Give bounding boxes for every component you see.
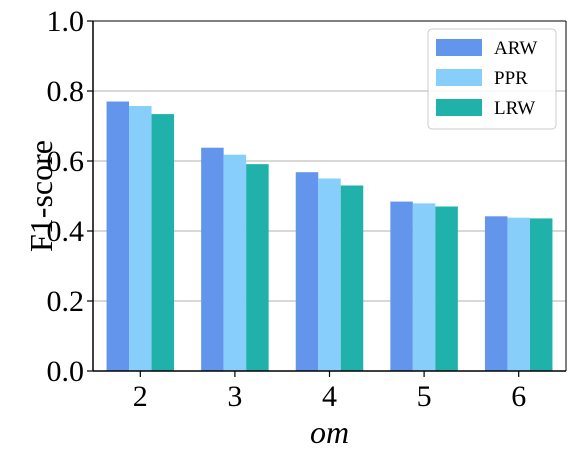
tick-labels: 0.0 0.2 0.4 0.6 0.8 1.0 2 3 4 5 6 — [47, 5, 527, 413]
bar-ppr-4 — [318, 178, 341, 371]
bar-ppr-2 — [129, 106, 152, 372]
bar-arw-5 — [390, 201, 413, 371]
legend-swatch-lrw — [436, 99, 482, 116]
bar-ppr-5 — [412, 203, 436, 371]
x-tick-label: 5 — [417, 380, 432, 413]
x-tick-label: 2 — [133, 380, 148, 413]
axes — [87, 20, 567, 377]
legend-label-ppr: PPR — [494, 68, 528, 89]
bar-lrw-5 — [435, 206, 458, 371]
y-tick-label: 0.4 — [47, 215, 85, 248]
bar-ppr-3 — [223, 154, 247, 371]
y-tick-label: 0.8 — [47, 75, 85, 108]
y-tick-label: 0.0 — [47, 355, 85, 388]
legend-swatch-arw — [436, 39, 482, 56]
bar-arw-3 — [201, 147, 224, 371]
legend-label-lrw: LRW — [494, 98, 535, 119]
y-tick-label: 0.6 — [47, 145, 85, 178]
bar-lrw-6 — [529, 218, 553, 371]
legend-swatch-ppr — [436, 69, 482, 86]
bar-arw-4 — [295, 172, 319, 371]
bar-lrw-4 — [340, 185, 364, 371]
legend: ARW PPR LRW — [427, 28, 557, 130]
bar-lrw-3 — [246, 164, 269, 371]
bar-arw-2 — [106, 101, 130, 371]
bars — [106, 101, 553, 372]
x-tick-label: 3 — [227, 380, 242, 413]
bar-lrw-2 — [151, 114, 175, 371]
y-axis-title: F1-score — [23, 140, 59, 252]
y-tick-label: 1.0 — [47, 5, 85, 38]
bar-ppr-6 — [507, 217, 530, 371]
x-tick-label: 6 — [511, 380, 526, 413]
legend-label-arw: ARW — [494, 38, 537, 59]
x-tick-label: 4 — [322, 380, 337, 413]
y-tick-label: 0.2 — [47, 285, 85, 318]
x-axis-title: om — [310, 414, 349, 450]
bar-arw-6 — [484, 216, 508, 371]
